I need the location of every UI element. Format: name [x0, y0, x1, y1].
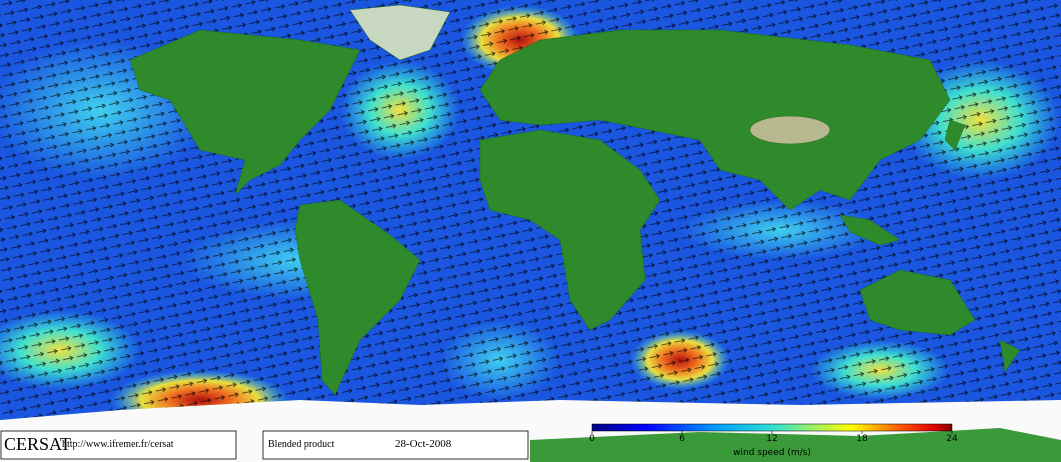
colorbar-ramp	[591, 423, 953, 432]
colorbar-label: wind speed (m/s)	[733, 448, 811, 458]
colorbar-tick-label: 12	[766, 434, 777, 444]
info-box: CERSAT http://www.ifremer.fr/cersat Blen…	[0, 430, 529, 460]
product-box	[262, 430, 529, 460]
land	[129, 4, 1021, 396]
colorbar: wind speed (m/s) 0 6 12 18 24	[589, 423, 958, 458]
url: http://www.ifremer.fr/cersat	[62, 439, 174, 450]
logo-box	[0, 430, 237, 460]
logo: CERSAT	[4, 434, 71, 454]
antarctica-land	[530, 428, 1061, 462]
date: 28-Oct-2008	[395, 438, 452, 450]
colorbar-tick-label: 0	[589, 434, 595, 444]
product: Blended product	[268, 439, 335, 450]
colorbar-tick-label: 18	[856, 434, 868, 444]
colorbar-tick-label: 6	[679, 434, 685, 444]
colorbar-tick-label: 24	[946, 434, 958, 444]
